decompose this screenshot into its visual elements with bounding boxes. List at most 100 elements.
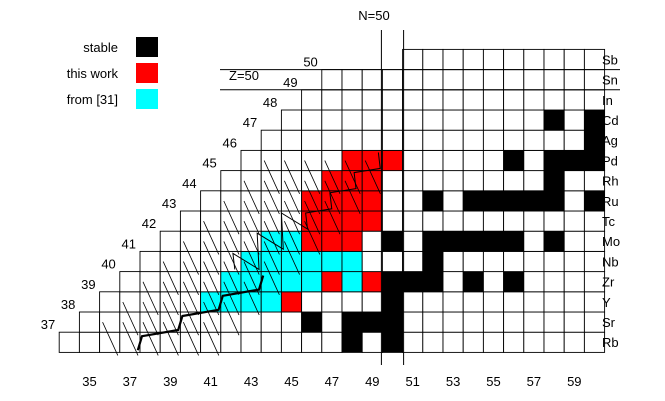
nuclide-cell-z39-n54 [462, 291, 484, 313]
nuclide-cell-z37-n52 [422, 331, 444, 353]
nuclide-cell-z42-n58 [543, 230, 565, 252]
nuclide-cell-z37-n51 [402, 331, 424, 353]
nuclide-cell-z44-n50 [381, 190, 404, 212]
nuclide-cell-z44-n43 [240, 190, 262, 212]
nuclide-cell-z45-n54 [462, 170, 484, 192]
hatch-line [162, 322, 179, 356]
nuclide-cell-z37-n56 [503, 331, 525, 353]
nuclide-cell-z46-n55 [482, 149, 505, 172]
hatch-line [324, 200, 341, 235]
z-label-41: 41 [122, 236, 136, 251]
hatch-line [223, 221, 240, 255]
nuclide-cell-z42-n49 [361, 230, 383, 252]
nuclide-cell-z50-n51 [402, 69, 424, 91]
nuclide-cell-z45-n51 [402, 170, 424, 192]
nuclide-cell-z48-n53 [442, 109, 464, 131]
nuclide-cell-z38-n53 [442, 311, 464, 333]
nuclide-cell-z37-n44 [260, 331, 282, 353]
nuclide-cell-z50-n54 [462, 69, 484, 91]
nuclide-cell-z40-n56 [503, 271, 525, 293]
nuclide-cell-z49-n54 [462, 89, 484, 111]
n-label-53: 53 [446, 374, 460, 389]
nuclide-cell-z39-n40 [179, 291, 202, 313]
nuclide-cell-z47-n56 [503, 129, 525, 151]
nuclide-cell-z49-n49 [361, 89, 383, 111]
hatch-line [304, 160, 321, 194]
nuclide-cell-z39-n38 [139, 291, 161, 313]
n-label-37: 37 [123, 374, 137, 389]
hatch-line [183, 281, 199, 316]
hatch-line [183, 301, 199, 336]
nuclide-cell-z41-n44 [260, 250, 282, 273]
n-label-57: 57 [527, 374, 541, 389]
nuclide-cell-z39-n50 [381, 291, 404, 313]
nuclide-cell-z39-n44 [260, 291, 282, 313]
nuclide-cell-z48-n52 [422, 109, 444, 131]
nuclide-cell-z41-n58 [543, 250, 565, 273]
nuclide-cell-z41-n49 [361, 250, 383, 273]
hatch-marks [102, 160, 381, 356]
axis-labels: Rb Sr Y Zr Nb Mo Tc Ru Rh Pd Ag Cd In Sn Sb 37 38 39 40 41 4… [41, 52, 620, 389]
nuclide-cell-z38-n46 [301, 311, 323, 333]
nuclide-cell-z46-n45 [280, 149, 303, 172]
element-label-rh: Rh [602, 174, 619, 189]
nuclide-cell-z45-n48 [341, 170, 363, 192]
nuclide-cell-z42-n50 [381, 230, 404, 252]
hatch-line [243, 281, 260, 316]
hatch-line [162, 281, 179, 316]
hatch-line [142, 281, 159, 316]
nuclide-cell-z42-n55 [482, 230, 505, 252]
nuclide-cell-z42-n41 [200, 230, 222, 252]
nuclide-cell-z45-n52 [422, 170, 444, 192]
nuclide-cell-z50-n47 [321, 69, 343, 91]
nuclide-cell-z47-n46 [301, 129, 323, 151]
legend-swatch [136, 63, 158, 83]
nuclide-cell-z43-n54 [462, 210, 484, 232]
nuclide-cell-z40-n47 [321, 271, 343, 293]
nuclide-cell-z48-n47 [321, 109, 343, 131]
nuclide-cell-z39-n56 [503, 291, 525, 313]
nuclide-cell-z44-n59 [563, 190, 585, 212]
nuclide-cell-z47-n51 [402, 129, 424, 151]
nuclide-cell-z46-n51 [402, 149, 424, 172]
nuclide-cell-z43-n43 [240, 210, 262, 232]
nuclide-cell-z38-n48 [341, 311, 363, 333]
hatch-line [284, 160, 300, 194]
hatch-line [102, 322, 119, 356]
hatch-line [243, 221, 260, 255]
n-label-51: 51 [405, 374, 419, 389]
nuclide-cell-z40-n58 [543, 271, 565, 293]
nuclide-cell-z38-n57 [523, 311, 545, 333]
nuclide-cell-z43-n55 [482, 210, 505, 232]
nuclide-cell-z47-n57 [523, 129, 545, 151]
nuclide-cell-z51-n54 [462, 48, 484, 71]
nuclide-cell-z50-n53 [442, 69, 464, 91]
nuclide-cell-z45-n44 [260, 170, 282, 192]
nuclide-cell-z44-n41 [200, 190, 222, 212]
nuclide-cell-z42-n46 [301, 230, 323, 252]
z-label-43: 43 [162, 196, 176, 211]
nuclide-cell-z44-n57 [523, 190, 545, 212]
zigzag-thick [136, 275, 265, 351]
nuclide-cell-z44-n46 [301, 190, 323, 212]
nuclide-cell-z37-n47 [321, 331, 343, 353]
hatch-line [324, 180, 341, 215]
nuclide-cell-z50-n52 [422, 69, 444, 91]
nuclide-cell-z45-n47 [321, 170, 343, 192]
nuclide-cell-z42-n54 [462, 230, 484, 252]
n-label-35: 35 [82, 374, 96, 389]
nuclide-cell-z43-n57 [523, 210, 545, 232]
n-label-49: 49 [365, 374, 379, 389]
nuclide-cell-z44-n56 [503, 190, 525, 212]
hatch-line [344, 180, 361, 215]
nuclide-cell-z46-n52 [422, 149, 444, 172]
z-label-49: 49 [283, 75, 297, 90]
nuclide-cell-z41-n38 [139, 250, 161, 273]
nuclide-cell-z48-n57 [523, 109, 545, 131]
nuclide-cell-z45-n55 [482, 170, 505, 192]
nuclide-cell-z41-n46 [301, 250, 323, 273]
nuclide-cell-z43-n44 [260, 210, 282, 232]
nuclide-cell-z46-n57 [523, 149, 545, 172]
n-label-45: 45 [284, 374, 298, 389]
